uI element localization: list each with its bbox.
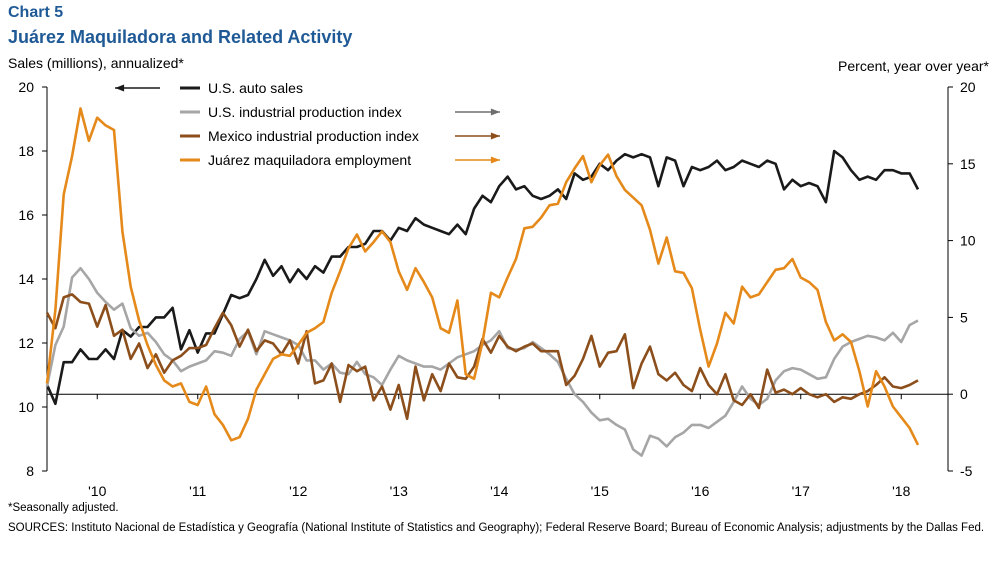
- legend-label: U.S. industrial production index: [208, 104, 402, 120]
- chart-series-group: [45, 107, 920, 457]
- left-tick-label: 12: [18, 335, 34, 351]
- legend-arrow-head: [115, 84, 125, 92]
- x-tick-label: '13: [390, 483, 408, 499]
- right-axis-title: Percent, year over year*: [838, 58, 989, 74]
- chart-label: Chart 5: [8, 4, 64, 21]
- chart-title: Juárez Maquiladora and Related Activity: [8, 27, 353, 47]
- chart-legend: U.S. auto sales U.S. industrial productio…: [115, 80, 500, 168]
- legend-arrow-head: [490, 156, 500, 164]
- legend-arrow-head: [490, 132, 500, 140]
- left-tick-label: 8: [26, 463, 34, 479]
- right-tick-label: 20: [960, 79, 976, 95]
- x-tick-label: '16: [691, 483, 709, 499]
- series-line-mexico-industrial-production-index: [45, 293, 919, 421]
- right-tick-label: -5: [960, 463, 973, 479]
- left-tick-label: 18: [18, 143, 34, 159]
- left-tick-label: 10: [18, 399, 34, 415]
- left-tick-label: 14: [18, 271, 34, 287]
- series-line-u-s-industrial-production-index: [45, 266, 919, 457]
- x-tick-label: '15: [591, 483, 609, 499]
- right-tick-label: 0: [960, 386, 968, 402]
- series-line-ju-rez-maquiladora-employment: [45, 107, 920, 446]
- x-tick-label: '17: [792, 483, 810, 499]
- x-tick-label: '11: [189, 483, 206, 499]
- footnote-sources: SOURCES: Instituto Nacional de Estadísti…: [8, 522, 985, 534]
- right-tick-label: 15: [960, 156, 976, 172]
- legend-label: Juárez maquiladora employment: [208, 152, 411, 168]
- chart-axes: 8 10 12 14 16 18 20 -5 0 5 10 15 20 '10 '11 '12 '13 '14 '1…: [18, 79, 975, 499]
- series-line-u-s-auto-sales: [45, 149, 920, 406]
- x-tick-label: '12: [289, 483, 307, 499]
- legend-label: Mexico industrial production index: [208, 128, 419, 144]
- left-tick-label: 20: [18, 79, 34, 95]
- left-tick-label: 16: [18, 207, 34, 223]
- left-axis-title: Sales (millions), annualized*: [8, 55, 184, 71]
- footnote-seasonal: *Seasonally adjusted.: [8, 502, 119, 514]
- right-tick-label: 5: [960, 309, 968, 325]
- x-tick-label: '10: [88, 483, 106, 499]
- right-tick-label: 10: [960, 233, 976, 249]
- x-tick-label: '14: [490, 483, 508, 499]
- legend-label: U.S. auto sales: [208, 80, 303, 96]
- legend-arrow-head: [490, 108, 500, 116]
- x-tick-label: '18: [892, 483, 910, 499]
